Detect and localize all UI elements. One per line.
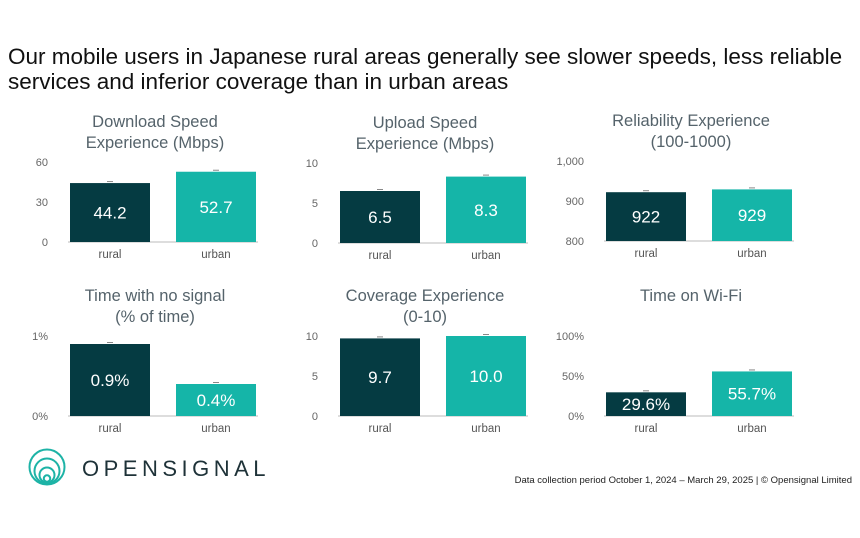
x-category-label: urban [737,423,766,435]
data-label: 8.3 [474,201,498,220]
chart-title-line: Coverage Experience [345,287,505,305]
chart-title: Reliability Experience (100-1000) [566,111,816,153]
chart-title-line: Upload Speed [372,114,478,132]
x-category-label: rural [634,423,657,435]
footnote: Data collection period October 1, 2024 –… [514,475,852,486]
chart-svg: 0% 50% 100% 29.6% rural 55.7% urban [556,331,794,435]
chart-title-line: (0-10) [402,308,447,326]
y-tick-label: 100% [556,331,584,343]
y-tick-label: 0% [32,411,48,423]
chart-title: Time with no signal (% of time) [30,286,280,328]
bar-rural [70,344,150,416]
chart-title: Coverage Experience (0-10) [300,286,550,328]
x-category-label: urban [737,248,766,260]
data-label: 10.0 [469,367,502,386]
chart-title-line: Reliability Experience [612,112,770,130]
y-tick-label: 50% [562,371,584,383]
y-tick-label: 0% [568,411,584,423]
x-category-label: rural [98,423,121,435]
y-tick-label: 0 [312,411,318,423]
bar-rural [340,338,420,416]
chart-reliability: Reliability Experience (100-1000) 800 900 1… [556,111,816,261]
opensignal-logo: OPENSIGNAL [28,447,268,487]
bar-urban [712,189,792,241]
chart-no-signal: Time with no signal (% of time) 0% 1% 0.9% r… [30,286,280,436]
x-category-label: urban [201,423,230,435]
y-tick-label: 5 [312,371,318,383]
data-label: 6.5 [368,208,392,227]
chart-svg: 0 30 60 44.2 rural 52.7 urban [36,157,258,261]
data-label: 9.7 [368,368,392,387]
data-label: 922 [632,208,660,227]
y-tick-label: 0 [312,238,318,250]
chart-title: Upload Speed Experience (Mbps) [300,113,550,155]
bar-rural [340,191,420,243]
chart-title-line: Experience (Mbps) [85,134,225,152]
x-category-label: rural [98,249,121,261]
y-tick-label: 5 [312,198,318,210]
chart-coverage: Coverage Experience (0-10) 0 5 10 9.7 rural 10… [300,286,550,436]
bar-urban [446,176,526,243]
chart-download-speed: Download Speed Experience (Mbps) 0 30 60 44.… [30,112,280,262]
data-label: 0.9% [91,371,130,390]
chart-title-line: Experience (Mbps) [355,135,495,153]
y-tick-label: 800 [566,236,584,248]
chart-title-line: Time on Wi-Fi [639,287,743,305]
bar-urban [176,171,256,242]
data-label: 52.7 [199,198,232,217]
chart-upload-speed: Upload Speed Experience (Mbps) 0 5 10 6.5 rur… [300,113,550,263]
chart-title-line: (100-1000) [650,133,732,151]
bar-rural [70,183,150,242]
chart-svg: 0% 1% 0.9% rural 0.4% urban [32,331,258,435]
x-category-label: urban [471,423,500,435]
chart-title-line: (% of time) [115,308,195,326]
data-label: 55.7% [728,385,776,404]
y-tick-label: 1,000 [556,156,584,168]
bar-rural [606,192,686,241]
opensignal-logo-text: OPENSIGNAL [82,456,271,481]
x-category-label: urban [471,250,500,262]
page-title: Our mobile users in Japanese rural areas… [8,44,843,94]
chart-title: Time on Wi-Fi [566,286,816,307]
bar-urban [446,336,526,416]
bar-rural [606,392,686,416]
y-tick-label: 60 [36,157,48,169]
data-label: 29.6% [622,395,670,414]
y-tick-label: 10 [306,158,318,170]
x-category-label: rural [368,250,391,262]
data-label: 44.2 [93,204,126,223]
chart-svg: 0 5 10 9.7 rural 10.0 urban [306,331,528,435]
chart-svg: 0 5 10 6.5 rural 8.3 urban [306,158,528,262]
data-label: 0.4% [197,391,236,410]
bar-urban [176,384,256,416]
x-category-label: rural [634,248,657,260]
x-category-label: urban [201,249,230,261]
data-label: 929 [738,206,766,225]
opensignal-logo-icon [28,448,66,486]
chart-time-on-wifi: Time on Wi-Fi 0% 50% 100% 29.6% rural 55.7% ur… [556,286,816,436]
chart-title: Download Speed Experience (Mbps) [30,112,280,154]
x-category-label: rural [368,423,391,435]
y-tick-label: 10 [306,331,318,343]
y-tick-label: 1% [32,331,48,343]
chart-title-line: Download Speed [92,113,218,131]
chart-svg: 800 900 1,000 922 rural 929 urban [556,156,794,260]
y-tick-label: 0 [42,237,48,249]
y-tick-label: 30 [36,197,48,209]
bar-urban [712,371,792,416]
y-tick-label: 900 [566,196,584,208]
chart-title-line: Time with no signal [84,287,226,305]
